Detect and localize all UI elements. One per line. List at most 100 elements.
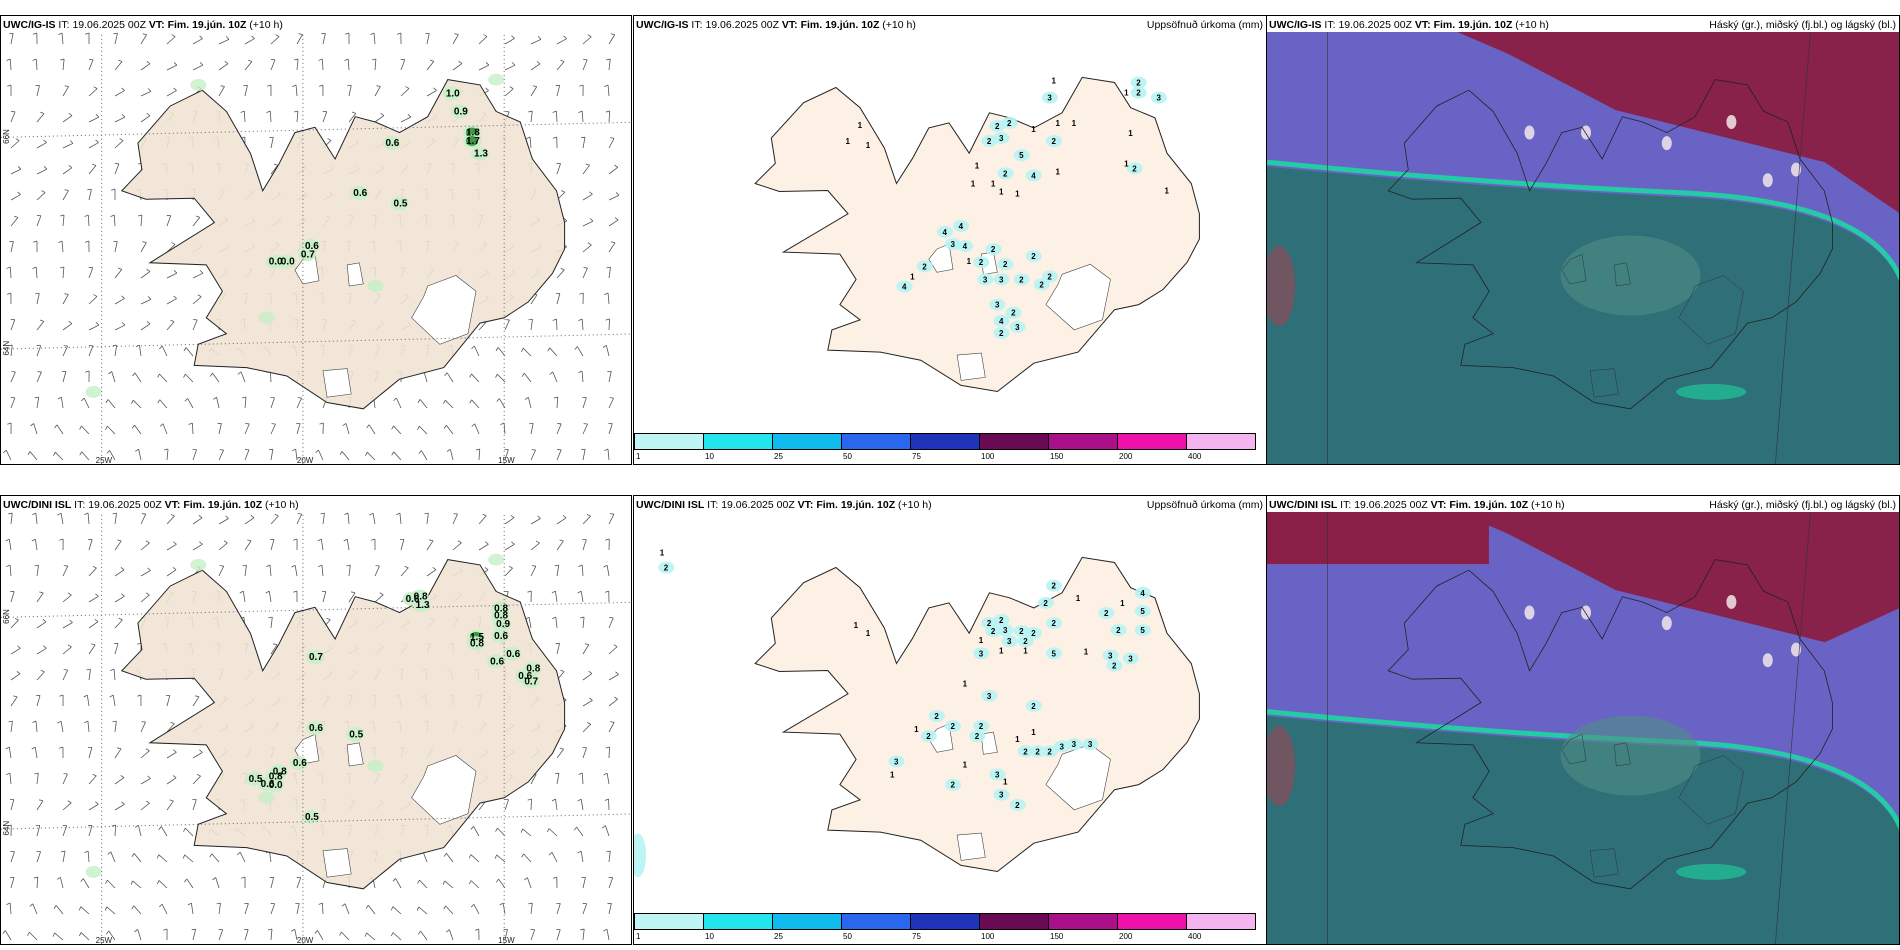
wind-barb-flag [60,214,65,217]
wind-barb-flag [247,539,252,542]
precip-amount-label: 2 [1023,747,1028,756]
wind-barb-flag [30,423,34,427]
precip-amount-label: 3 [1128,654,1133,663]
wind-barb [555,617,558,629]
wind-barb [608,646,618,655]
wind-barb [36,800,44,811]
wind-barb-flag [537,515,541,519]
wind-barb-flag [147,296,152,300]
wind-barb [140,34,147,45]
wind-barb-flag [173,541,177,545]
wind-barb [140,63,151,71]
wind-barb [530,86,538,97]
wind-barb-flag [268,616,273,619]
precip-amount-label: 1 [866,629,871,638]
precip-amount-label: 4 [963,242,968,251]
wind-barb-flag [376,85,381,87]
wind-barb [166,751,177,759]
wind-barb [192,929,197,941]
wind-barb-flag [134,824,139,828]
wind-map[interactable]: 25W 20W 15W 66N 64N 1.0 0.9 1.81.7 1.3 0.6 0.6 0.5 0… [1,32,632,465]
wind-barb [35,58,38,71]
wind-barb-flag [111,188,116,191]
precip-cell [265,778,284,793]
wind-barb [54,932,64,941]
precip-area [973,647,990,660]
wind-barb-flag [327,138,332,141]
wind-barb [581,371,584,383]
precip-cell [493,617,512,632]
wind-barb [478,543,489,551]
wind-barb-flag [81,397,85,402]
wind-barb [36,113,45,123]
wind-barb-flag [145,540,150,544]
wind-barb-flag [121,87,125,91]
wind-barb-flag [120,774,125,778]
precip-amount-label: 1 [1031,728,1036,737]
wind-barb [368,424,376,435]
precip-area [1013,273,1030,286]
precip-area [1045,579,1062,592]
precip-area [1102,649,1119,662]
precip-amount-label: 4 [1031,171,1036,180]
wind-barb [139,345,142,357]
wind-barb-flag [351,111,356,114]
wind-barb-flag [80,878,84,882]
wind-barb [87,721,90,733]
wind-barb-flag [9,32,14,35]
wind-barb [446,424,454,435]
wind-barb [166,543,177,551]
wind-barb-flag [326,617,331,621]
wind-barb [244,449,250,461]
wind-barb [470,854,480,863]
wind-barb-flag [604,84,609,88]
wind-barb [296,111,299,123]
wind-barb-flag [524,877,528,881]
wind-barb-flag [121,114,126,118]
wind-barb [426,540,434,551]
wind-barb [88,296,98,305]
wind-barb-flag [443,905,446,910]
colorbar-tick-label: 200 [1119,932,1133,941]
wind-barb [166,215,172,227]
precip-cell [367,280,384,293]
wind-barb-flag [199,749,203,753]
wind-barb-flag [146,268,151,272]
wind-barb [10,799,15,811]
wind-barb-flag [117,539,122,542]
precip-area [1037,596,1054,609]
wind-barb [166,90,177,97]
wind-barb [62,142,74,149]
wind-barb [36,397,40,409]
wind-barb [346,539,350,551]
wind-barb-flag [17,166,22,170]
precip-amount-label: 1 [1056,119,1061,128]
wind-barb-flag [83,694,88,698]
wind-speed-label: 0.6 [506,649,520,660]
colorbar-tick-label: 75 [912,932,921,941]
precip-area [1009,320,1026,333]
wind-barb [218,449,224,461]
wind-barb [522,347,532,357]
wind-barb [62,115,73,123]
wind-barb-flag [485,87,489,91]
wind-barb-flag [470,903,475,908]
wind-speed-label: 0.6 [406,594,420,605]
wind-barb-flag [209,372,213,377]
wind-barb [294,929,298,941]
wind-barb-flag [443,425,447,429]
wind-barb [270,137,274,149]
wind-barb [243,110,246,123]
wind-barb-flag [393,397,397,402]
parallel-line [1,601,631,618]
cloud-map[interactable] [1267,512,1900,945]
wind-barb [582,644,590,655]
wind-barb [530,38,542,45]
wind-barb [530,63,541,71]
wind-barb [606,565,610,577]
wind-speed-label: 0.7 [301,249,315,260]
cloud-map[interactable] [1267,32,1900,465]
